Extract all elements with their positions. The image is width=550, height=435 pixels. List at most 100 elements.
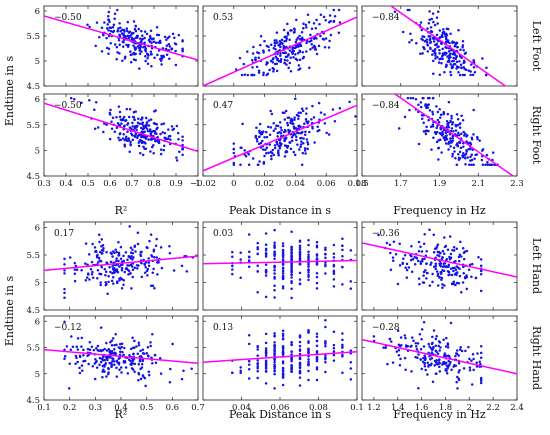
data-point — [70, 335, 73, 338]
data-point — [458, 141, 462, 145]
data-point — [105, 36, 108, 40]
regression-line — [362, 338, 517, 375]
data-point — [289, 70, 293, 73]
data-point — [150, 130, 154, 133]
data-point — [115, 259, 118, 263]
data-point — [141, 37, 144, 41]
data-point — [231, 250, 234, 254]
data-point — [130, 36, 133, 39]
data-point — [276, 143, 279, 146]
data-point — [449, 256, 453, 259]
data-point — [137, 264, 140, 267]
data-point — [271, 61, 275, 64]
data-point — [109, 260, 113, 264]
data-point — [392, 240, 396, 243]
data-point — [74, 354, 78, 358]
data-point — [264, 243, 268, 246]
data-point — [457, 377, 460, 380]
x-tick-label: 0.3 — [37, 179, 51, 189]
data-point — [470, 158, 474, 162]
data-point — [180, 377, 184, 381]
data-point — [76, 360, 79, 364]
data-point — [455, 41, 459, 45]
x-tick-label: 2.4 — [510, 403, 524, 413]
data-point — [270, 151, 274, 155]
data-point — [103, 364, 106, 367]
data-point — [119, 257, 123, 261]
data-point — [406, 8, 410, 12]
data-point — [96, 277, 99, 280]
data-point — [469, 155, 472, 158]
data-point — [273, 351, 276, 355]
data-point — [455, 113, 459, 116]
data-point — [426, 103, 430, 107]
data-point — [264, 130, 268, 134]
data-point — [279, 126, 283, 129]
data-point — [131, 121, 134, 125]
data-point — [451, 136, 455, 140]
data-point — [73, 279, 77, 283]
data-point — [96, 269, 100, 272]
data-point — [470, 359, 473, 362]
data-point — [116, 8, 119, 12]
y-tick-label: 5.5 — [26, 251, 40, 261]
data-point — [128, 150, 131, 153]
data-point — [307, 278, 310, 282]
x-tick-label: 0.06 — [317, 179, 336, 189]
data-point — [167, 128, 170, 131]
x-axis-label: R² — [115, 204, 128, 217]
data-point — [443, 139, 447, 142]
data-point — [141, 348, 145, 352]
data-point — [155, 256, 159, 259]
data-point — [273, 332, 276, 335]
data-point — [484, 163, 487, 166]
data-point — [455, 60, 459, 63]
data-point — [424, 103, 427, 106]
data-point — [63, 291, 66, 295]
data-point — [116, 122, 120, 125]
data-point — [372, 335, 376, 338]
data-point — [290, 357, 293, 361]
data-point — [435, 105, 438, 108]
data-point — [273, 257, 276, 261]
data-point — [481, 163, 485, 166]
data-point — [425, 277, 428, 280]
data-point — [422, 242, 426, 246]
data-point — [307, 120, 310, 123]
data-point — [144, 59, 147, 63]
data-point — [462, 145, 465, 149]
data-point — [118, 132, 122, 136]
data-point — [111, 26, 115, 29]
data-point — [429, 46, 432, 50]
data-point — [457, 66, 460, 69]
correlation-label: −0.50 — [54, 13, 82, 23]
x-axis-label: Peak Distance in s — [229, 204, 331, 217]
data-point — [315, 271, 319, 275]
data-point — [430, 148, 433, 151]
data-point — [449, 145, 452, 148]
data-point — [478, 139, 481, 142]
data-point — [456, 145, 460, 148]
data-point — [307, 347, 310, 351]
data-point — [307, 273, 310, 277]
data-point — [306, 13, 310, 17]
data-point — [464, 349, 467, 353]
data-point — [111, 116, 115, 119]
data-point — [300, 140, 303, 143]
data-point — [273, 228, 276, 232]
regression-line — [203, 16, 357, 86]
data-point — [434, 57, 437, 60]
data-point — [290, 139, 294, 143]
data-point — [133, 339, 136, 343]
data-point — [307, 238, 310, 242]
data-point — [291, 133, 295, 137]
data-point — [295, 58, 299, 62]
x-tick-label: −0.02 — [190, 179, 216, 189]
data-point — [405, 276, 409, 279]
data-point — [301, 50, 304, 54]
data-point — [426, 27, 429, 30]
y-axis-label: Endtime in s — [3, 276, 16, 347]
data-point — [286, 59, 289, 62]
data-point — [156, 53, 159, 57]
data-point — [457, 158, 461, 161]
